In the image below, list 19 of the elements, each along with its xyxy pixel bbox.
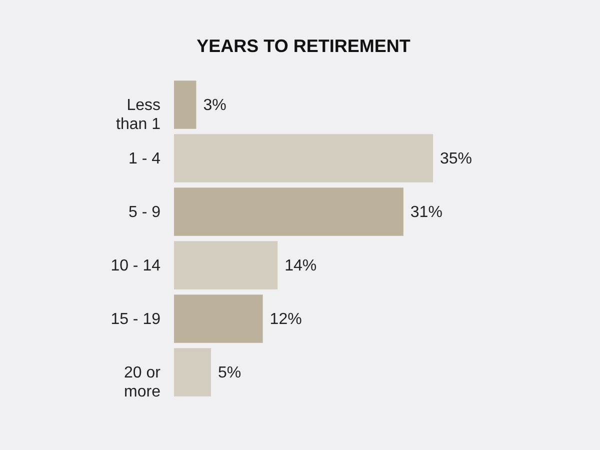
data-label: 5%: [218, 364, 242, 382]
y-tick-label: 5 - 9: [128, 204, 161, 221]
y-tick-label: 10 - 14: [110, 257, 161, 274]
bar: [174, 348, 211, 396]
data-label: 3%: [203, 96, 226, 114]
data-label: 31%: [410, 204, 442, 221]
data-label: 14%: [284, 257, 317, 274]
data-label: 35%: [440, 150, 472, 168]
bar: [174, 80, 196, 129]
y-tick-label: Less than 1: [116, 96, 161, 133]
bar: [174, 134, 433, 182]
data-label: 12%: [270, 310, 302, 328]
chart-title: YEARS TO RETIREMENT: [196, 36, 410, 56]
bar: [174, 241, 278, 290]
y-tick-label: 15 - 19: [110, 310, 161, 328]
bar: [174, 188, 404, 236]
y-tick-label: 20 or more: [124, 364, 162, 400]
y-tick-label: 1 - 4: [128, 150, 161, 168]
bar: [174, 294, 263, 343]
